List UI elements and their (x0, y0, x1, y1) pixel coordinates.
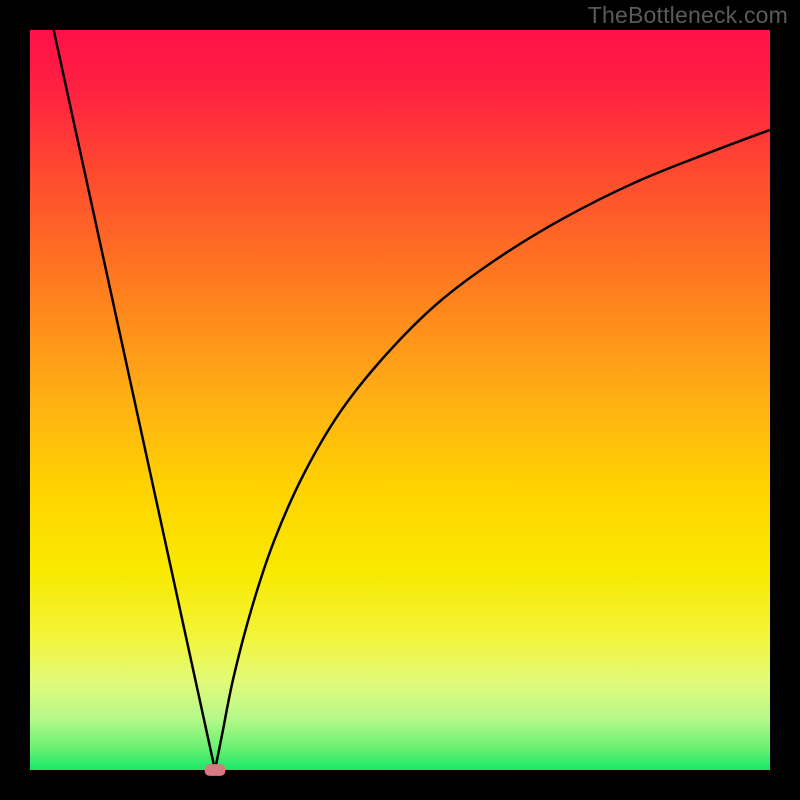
cusp-marker (205, 764, 226, 776)
chart-frame: { "watermark": { "text": "TheBottleneck.… (0, 0, 800, 800)
bottleneck-chart (0, 0, 800, 800)
watermark-text: TheBottleneck.com (588, 2, 788, 29)
plot-background (30, 30, 770, 770)
